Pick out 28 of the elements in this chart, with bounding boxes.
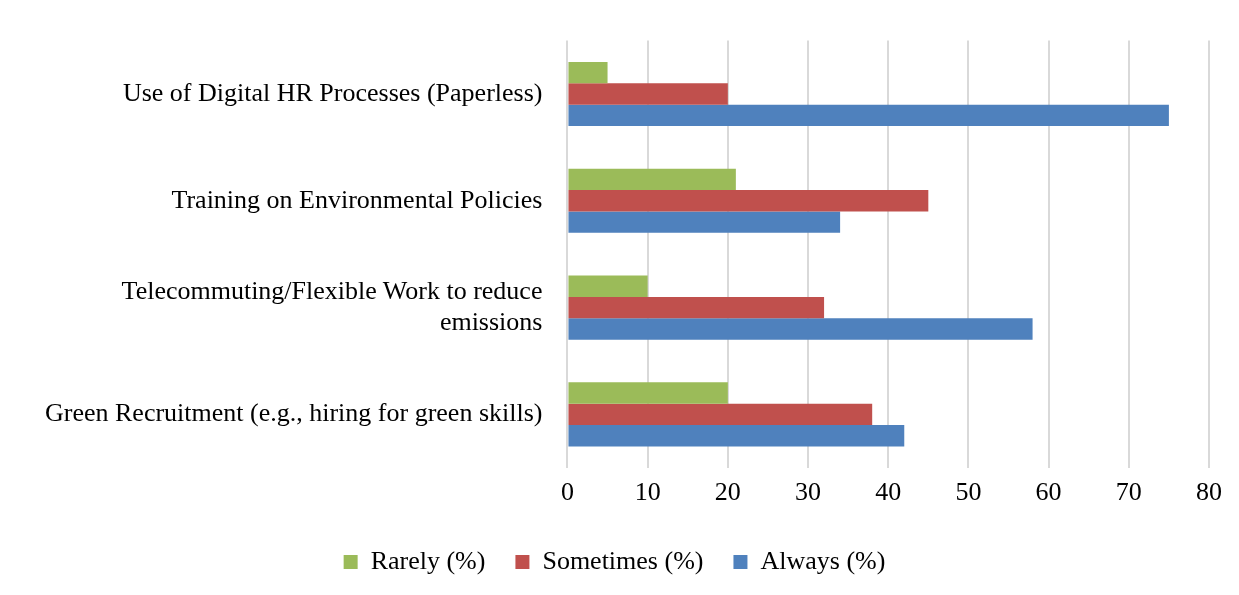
x-tick-label: 50	[955, 477, 982, 507]
y-tick-label: Use of Digital HR Processes (Paperless)	[122, 77, 543, 107]
bar	[568, 296, 825, 319]
bar	[568, 275, 648, 297]
legend-label: Rarely (%)	[370, 545, 486, 575]
bar	[568, 403, 873, 426]
bar	[568, 83, 728, 105]
y-tick-label: Green Recruitment (e.g., hiring for green skills)	[45, 398, 543, 428]
bar	[568, 211, 841, 233]
bar	[568, 318, 1033, 340]
x-tick-label: 70	[1115, 477, 1142, 507]
x-tick-label: 10	[634, 477, 661, 507]
y-tick-label: Telecommuting/Flexible Work to reduce emissions	[121, 275, 543, 337]
x-tick-label: 40	[875, 477, 902, 507]
legend-label: Sometimes (%)	[542, 545, 704, 575]
y-tick-label: Training on Environmental Policies	[171, 184, 543, 214]
bar	[568, 168, 736, 191]
x-tick-label: 30	[795, 477, 822, 507]
x-tick-label: 80	[1196, 477, 1222, 507]
x-tick-label: 20	[714, 477, 741, 507]
bar	[568, 190, 929, 212]
x-tick-label: 0	[560, 477, 574, 507]
bar	[568, 382, 728, 404]
bar	[568, 61, 608, 84]
bar	[568, 104, 1169, 127]
bar	[568, 425, 905, 447]
x-tick-label: 60	[1035, 477, 1062, 507]
legend-label: Always (%)	[760, 545, 886, 575]
